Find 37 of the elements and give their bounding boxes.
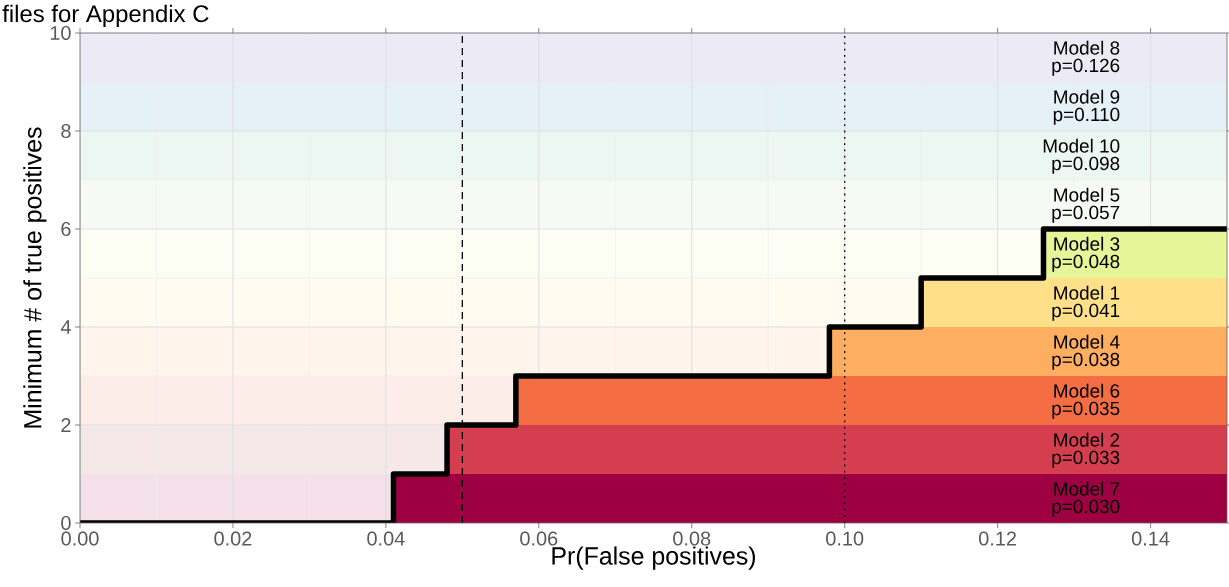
annotation: p=0.033 [1052, 450, 1120, 468]
x-axis-title: Pr(False positives) [552, 546, 756, 570]
x-tick-label: 0.12 [979, 531, 1016, 546]
annotation: p=0.098 [1052, 156, 1120, 174]
x-tick-label: 0.08 [673, 531, 711, 546]
annotation: p=0.110 [1053, 107, 1120, 125]
annotation: Model 2 [1054, 432, 1120, 447]
y-tick-label: 8 [61, 123, 71, 139]
annotation: p=0.035 [1052, 401, 1120, 419]
annotation: Model 3 [1054, 236, 1120, 251]
y-tick-label: 0 [61, 515, 71, 531]
annotation: Model 7 [1054, 481, 1120, 496]
x-tick-label: 0.00 [61, 531, 99, 546]
annotation: p=0.048 [1052, 254, 1120, 272]
x-tick-label: 0.14 [1131, 531, 1170, 546]
annotation: Model 6 [1054, 383, 1120, 398]
annotation: p=0.126 [1052, 58, 1120, 76]
x-tick-label: 0.02 [214, 531, 252, 546]
annotation: Model 8 [1054, 40, 1120, 55]
annotation: Model 10 [1043, 138, 1120, 153]
y-axis-title: Minimum # of true positives [23, 127, 47, 428]
y-tick-label: 10 [50, 25, 71, 41]
annotation: Model 1 [1054, 285, 1120, 300]
chart-title: files for Appendix C [2, 4, 209, 27]
annotation: Model 4 [1054, 334, 1120, 349]
y-tick-label: 4 [60, 320, 71, 334]
annotation: Model 5 [1054, 187, 1120, 202]
annotation: p=0.041 [1052, 303, 1120, 321]
annotation: p=0.057 [1052, 205, 1120, 223]
x-tick-label: 0.10 [826, 531, 864, 546]
annotation: p=0.038 [1052, 352, 1120, 370]
x-tick-label: 0.06 [520, 531, 558, 546]
y-tick-label: 2 [61, 418, 71, 432]
x-tick-label: 0.04 [367, 531, 405, 546]
annotation: p=0.030 [1052, 499, 1120, 517]
annotation: Model 9 [1054, 89, 1120, 104]
y-tick-label: 6 [61, 221, 71, 237]
